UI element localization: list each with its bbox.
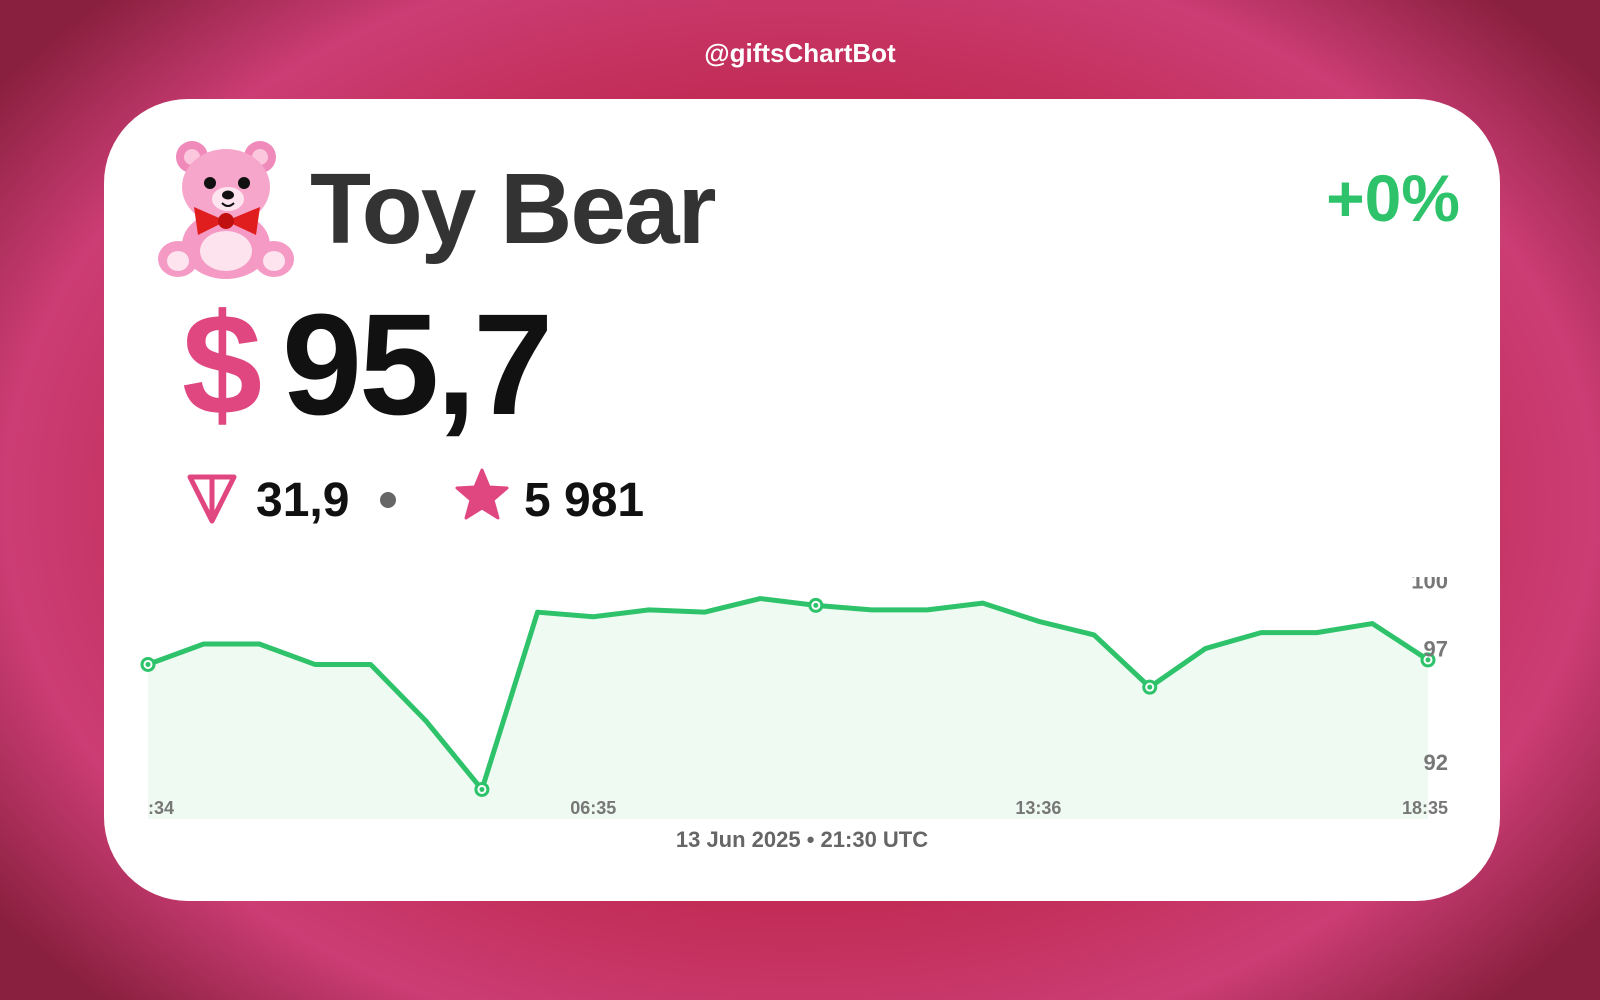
x-tick-label: 06:35 bbox=[570, 798, 616, 818]
y-tick-label: 100 bbox=[1411, 568, 1448, 593]
gift-card: :34 06:35 13:36 18:35 100 97 92 Toy Bear +0% $… bbox=[104, 99, 1500, 901]
chart-point-center bbox=[813, 602, 819, 608]
chart-price-line bbox=[148, 596, 1428, 792]
chart-point-center bbox=[145, 661, 151, 667]
gift-name: Toy Bear bbox=[310, 153, 717, 265]
price-value: 95,7 bbox=[282, 284, 553, 445]
dollar-sign: $ bbox=[182, 284, 263, 445]
ton-icon bbox=[187, 474, 237, 524]
x-tick-label: :34 bbox=[148, 798, 174, 818]
price-change: +0% bbox=[1326, 161, 1460, 235]
chart-point-center bbox=[479, 786, 485, 792]
x-tick-label: 13:36 bbox=[1015, 798, 1061, 818]
chart-point-center bbox=[1147, 684, 1153, 690]
teddy-bear-icon bbox=[158, 141, 294, 279]
chart-point-center bbox=[1425, 657, 1431, 663]
price-chart: :34 06:35 13:36 18:35 100 97 92 bbox=[140, 568, 1448, 819]
y-tick-label: 97 bbox=[1424, 637, 1448, 662]
ton-price: 31,9 bbox=[256, 474, 350, 527]
timestamp: 13 Jun 2025 • 21:30 UTC bbox=[675, 827, 929, 852]
alt-prices: 31,9 5 981 bbox=[184, 467, 784, 527]
separator-dot bbox=[380, 492, 396, 508]
stars-price: 5 981 bbox=[524, 474, 645, 527]
y-tick-label: 92 bbox=[1424, 750, 1448, 775]
x-tick-label: 18:35 bbox=[1402, 798, 1448, 818]
bot-handle: @giftsChartBot bbox=[704, 38, 896, 68]
chart-area-fill bbox=[148, 598, 1428, 819]
star-icon bbox=[455, 468, 509, 520]
